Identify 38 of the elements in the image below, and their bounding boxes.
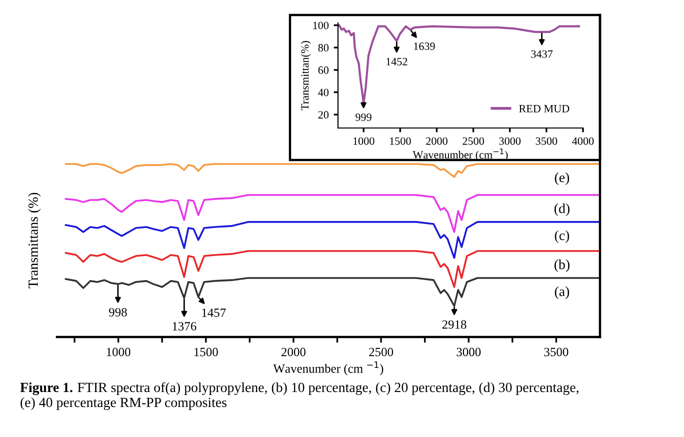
series-label: (e) [554,172,570,186]
series-label: (d) [554,203,570,216]
legend-label: RED MUD [519,105,570,112]
annotation: 1639 [414,42,435,50]
x-tick-label: 2000 [426,137,448,145]
x-tick-label: 1000 [353,137,374,145]
y-axis-title: Transmittans (%) [28,192,41,288]
annotation: 998 [108,308,127,316]
x-tick-label: 1500 [390,137,411,145]
x-tick-label: 2500 [369,348,394,356]
text: FTIR spectra of(a) polypropylene, (b) 10 percentage, (c) 20 percentage, (d) 30 percentage, [78,382,578,395]
y-tick-label: 20 [318,111,329,119]
x-tick-label: 3500 [544,348,568,356]
x-axis-title: Wavenumber (cm $^{−1}$) [273,362,384,376]
y-tick-label: 60 [318,66,329,74]
annotation: 1376 [172,322,196,330]
annotation: 999 [356,114,372,121]
x-tick-label: 2000 [282,348,306,356]
annotation: 2918 [442,320,466,329]
y-axis-title: Transmittan(%) [300,41,311,110]
x-tick-label: 1500 [194,348,218,356]
annotation: 1457 [202,308,226,317]
annotation: 3437 [531,50,553,58]
caption: Figure 1. [20,382,72,396]
text: (e) 40 percentage RM-PP composites [20,397,226,410]
annotation: 1452 [386,58,408,66]
series-label: (b) [554,259,570,272]
x-tick-label: 3000 [499,137,521,145]
x-tick-label: 3500 [536,137,558,145]
y-tick-label: 40 [318,88,329,96]
x-tick-label: 2500 [462,137,484,145]
x-tick-label: 1000 [106,348,130,356]
series-label: (a) [554,286,570,300]
y-tick-label: 100 [313,22,329,30]
series-label: (c) [554,230,570,243]
x-tick-label: 4000 [572,137,594,145]
y-tick-label: 80 [318,44,329,52]
x-tick-label: 3000 [456,348,481,356]
